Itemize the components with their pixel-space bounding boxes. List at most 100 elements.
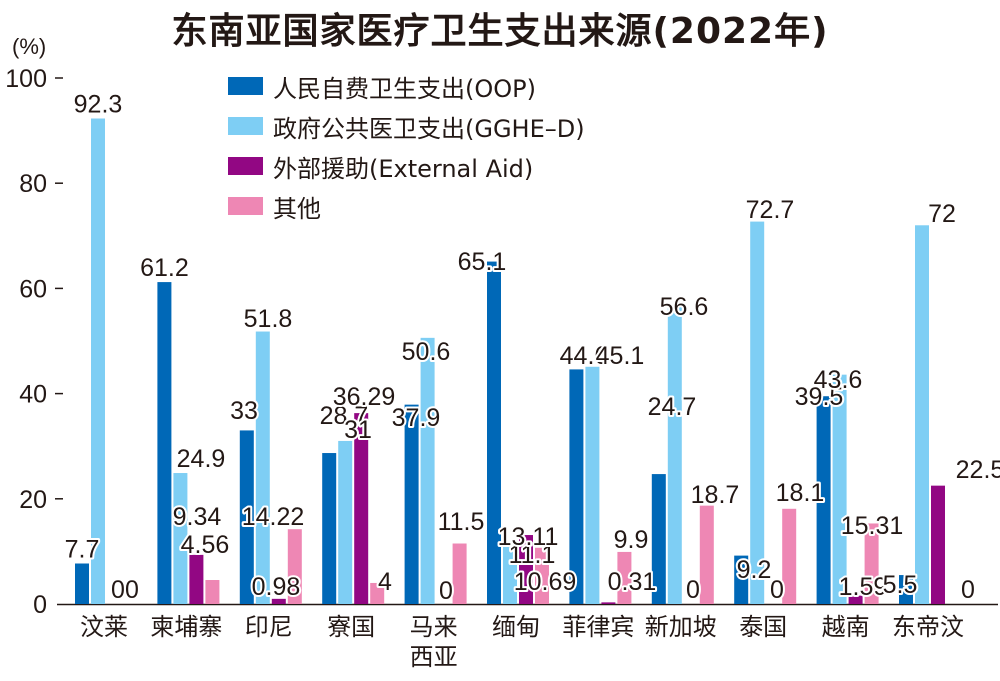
value-label: 10.69: [514, 568, 577, 596]
bar: [503, 545, 517, 604]
bar: [734, 555, 749, 604]
value-label: 9.34: [173, 503, 222, 531]
value-label: 44.6: [560, 342, 609, 370]
legend-label-other: 其他: [273, 194, 321, 223]
bar: [354, 413, 369, 604]
legend-item-external-aid: 外部援助(External Aid): [228, 146, 585, 186]
legend-swatch-external-aid: [228, 157, 263, 175]
bar: [157, 282, 172, 604]
value-label: 72: [928, 200, 956, 228]
value-label: 0.98: [252, 573, 301, 601]
x-category-label: 西亚: [410, 643, 458, 671]
y-tick-label: 40: [19, 381, 47, 409]
value-label: 18.1: [776, 479, 825, 507]
bar: [189, 554, 204, 604]
bar: [832, 374, 847, 604]
value-label: 36.29: [333, 383, 396, 411]
bar: [519, 535, 533, 604]
value-label: 72.7: [746, 196, 795, 224]
bar: [404, 404, 419, 604]
x-category-label: 东帝汶: [892, 613, 964, 641]
legend-label-gghe: 政府公共医卫支出(GGHE–D): [273, 114, 585, 143]
value-label: 0: [111, 576, 125, 604]
value-label: 51.8: [244, 305, 293, 333]
legend-item-gghe: 政府公共医卫支出(GGHE–D): [228, 106, 585, 146]
bar: [370, 582, 385, 604]
value-label: 39.5: [795, 383, 844, 411]
value-label: 11.5: [438, 508, 485, 536]
value-label: 15.31: [841, 512, 904, 540]
value-label: 0: [770, 576, 784, 604]
value-label: 4: [378, 568, 392, 596]
value-label: 0: [686, 576, 700, 604]
value-label: 14.22: [242, 503, 305, 531]
value-label: 5.5: [883, 571, 918, 599]
y-tick-label: 100: [5, 65, 47, 93]
legend-item-oop: 人民自费卫生支出(OOP): [228, 66, 585, 106]
value-label: 24.9: [177, 445, 226, 473]
x-category-label: 越南: [822, 613, 870, 641]
value-label: 31: [344, 416, 372, 444]
bar: [651, 474, 666, 604]
bar: [931, 485, 945, 604]
y-axis-unit-label: (%): [12, 34, 47, 59]
x-category-label: 汶莱: [80, 613, 128, 641]
value-label: 9.2: [737, 556, 772, 584]
value-label: 1.59: [839, 573, 888, 601]
x-category-label: 柬埔寨: [150, 613, 222, 641]
y-tick-label: 60: [19, 275, 47, 303]
y-tick-label: 80: [19, 170, 47, 198]
bar: [91, 118, 105, 604]
bar: [239, 430, 254, 604]
y-tick-label: 20: [19, 486, 47, 514]
value-label: 11.1: [509, 541, 556, 569]
x-category-label: 缅甸: [492, 613, 540, 641]
value-label: 37.9: [392, 404, 441, 432]
bar: [338, 440, 353, 604]
bar: [535, 547, 549, 604]
bar: [173, 473, 188, 604]
value-label: 22.5: [956, 456, 1000, 484]
y-tick-label: 0: [33, 591, 47, 619]
value-label: 43.6: [814, 366, 863, 394]
bar: [205, 580, 220, 604]
value-label: 18.7: [691, 481, 740, 509]
value-label: 9.9: [614, 526, 649, 554]
chart-title: 东南亚国家医疗卫生支出来源(2022年): [171, 11, 829, 52]
value-label: 56.6: [660, 293, 709, 321]
value-label: 50.6: [402, 338, 451, 366]
value-label: 45.1: [596, 342, 645, 370]
bar: [864, 523, 879, 604]
bar: [271, 598, 286, 604]
bar: [569, 369, 584, 604]
value-label: 0.31: [608, 568, 657, 596]
legend-item-other: 其他: [228, 186, 585, 226]
value-label: 65.1: [458, 248, 507, 276]
bar: [75, 563, 89, 604]
legend-swatch-oop: [228, 77, 263, 95]
bar-layer: [75, 118, 945, 604]
bar: [750, 221, 765, 604]
x-category-label: 寮国: [327, 613, 375, 641]
value-label: 92.3: [74, 91, 123, 119]
legend-swatch-gghe: [228, 117, 263, 135]
bar: [699, 505, 714, 604]
bar: [487, 261, 501, 604]
bar: [420, 337, 435, 604]
x-category-label: 泰国: [739, 613, 787, 641]
bar: [287, 529, 302, 604]
value-label: 61.2: [140, 254, 189, 282]
value-label: 24.7: [648, 393, 697, 421]
value-label: 0: [125, 576, 139, 604]
value-label: 7.7: [65, 535, 100, 563]
legend-swatch-other: [228, 197, 263, 215]
bar: [899, 575, 913, 604]
bar: [816, 396, 831, 604]
legend-label-external-aid: 外部援助(External Aid): [273, 154, 534, 183]
value-label: 13.11: [498, 523, 559, 551]
value-label: 0: [439, 577, 453, 605]
bar: [667, 306, 682, 604]
value-label: 0: [961, 576, 975, 604]
